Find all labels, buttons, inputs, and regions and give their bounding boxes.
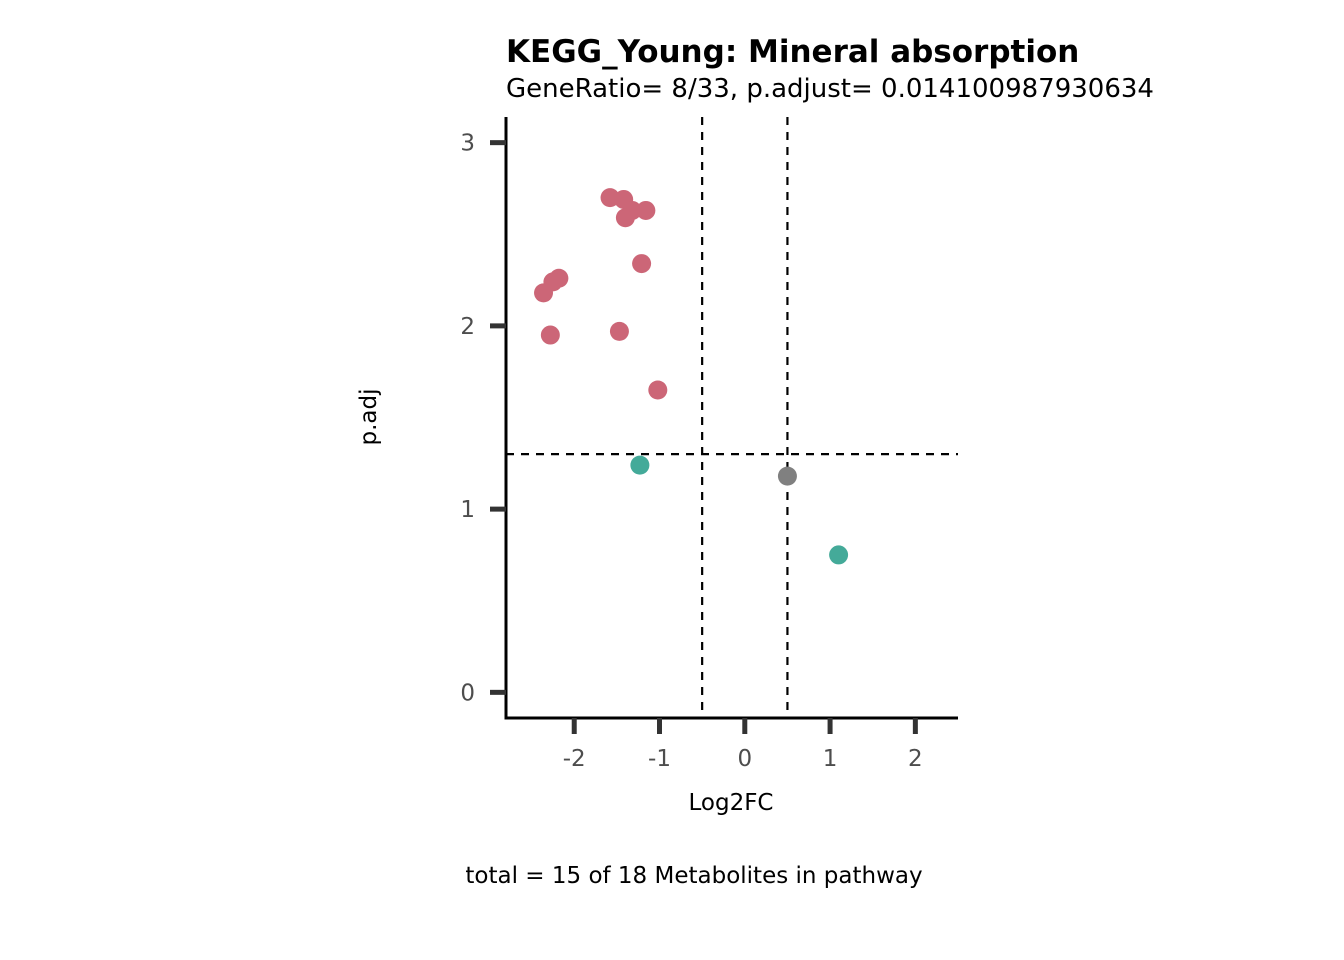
axes — [504, 117, 958, 720]
data-point-9 — [609, 321, 629, 341]
y-tick-label: 1 — [460, 497, 475, 523]
x-tick-label: 2 — [908, 746, 923, 772]
y-axis-title: p.adj — [356, 389, 382, 446]
data-point-12 — [630, 455, 650, 475]
data-point-13 — [777, 466, 797, 486]
x-axis-title: Log2FC — [688, 790, 773, 816]
x-tick-label: 1 — [823, 746, 838, 772]
y-tick-label: 3 — [460, 131, 475, 157]
reference-lines — [506, 117, 958, 718]
x-axis-ticks: -2 -1 0 1 2 — [563, 718, 923, 772]
y-tick-label: 0 — [460, 680, 475, 706]
x-tick-label: -2 — [563, 746, 586, 772]
data-point-5 — [632, 254, 652, 274]
x-tick-label: 0 — [737, 746, 752, 772]
y-tick-label: 2 — [460, 314, 475, 340]
chart-subtitle: GeneRatio= 8/33, p.adjust= 0.01410098793… — [506, 74, 1154, 104]
data-point-3 — [636, 200, 656, 220]
data-point-4 — [615, 208, 635, 228]
data-point-8 — [534, 283, 554, 303]
chart-title: KEGG_Young: Mineral absorption — [506, 34, 1079, 70]
data-point-10 — [540, 325, 560, 345]
chart-caption: total = 15 of 18 Metabolites in pathway — [465, 863, 922, 889]
y-axis-ticks: 0 1 2 3 — [460, 131, 506, 706]
x-tick-label: -1 — [648, 746, 671, 772]
data-points — [534, 188, 849, 565]
data-point-11 — [648, 380, 668, 400]
data-point-14 — [829, 545, 849, 565]
